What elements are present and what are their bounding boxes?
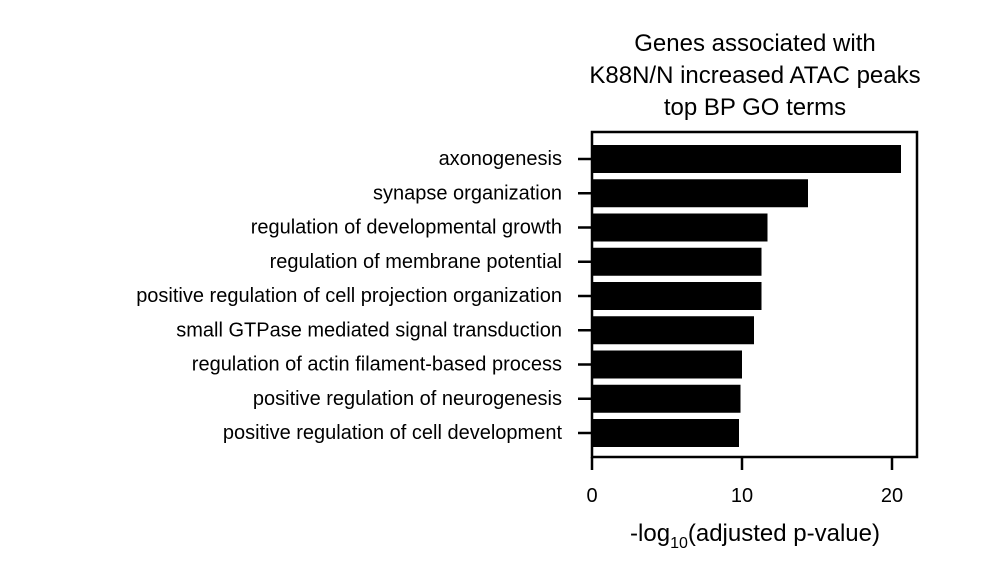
- category-label: positive regulation of neurogenesis: [253, 388, 562, 410]
- bars-group: [592, 145, 901, 447]
- bar: [592, 316, 754, 345]
- bar: [592, 213, 768, 242]
- category-label: positive regulation of cell development: [223, 422, 563, 444]
- category-label: small GTPase mediated signal transductio…: [176, 319, 562, 341]
- bar: [592, 247, 762, 276]
- y-ticks-group: [578, 157, 592, 435]
- x-axis-label: -log10(adjusted p-value): [630, 520, 880, 552]
- category-label: regulation of developmental growth: [251, 217, 562, 239]
- x-axis-label-subscript: 10: [670, 535, 688, 552]
- bar: [592, 350, 742, 379]
- bar: [592, 282, 762, 310]
- plot-frame: [590, 130, 919, 459]
- category-label: regulation of membrane potential: [270, 251, 562, 273]
- category-label: synapse organization: [373, 182, 562, 204]
- x-tick-label: 20: [881, 485, 903, 507]
- bar: [592, 179, 808, 208]
- bar: [592, 384, 741, 413]
- title-line-1: Genes associated with: [634, 30, 875, 57]
- title-line-2: K88N/N increased ATAC peaks: [589, 62, 920, 89]
- bar: [592, 145, 901, 173]
- x-tick-label: 10: [731, 485, 753, 507]
- x-tick-label: 0: [586, 485, 597, 507]
- category-label: positive regulation of cell projection o…: [136, 285, 562, 307]
- category-labels-group: axonogenesis synapse organization regulati…: [136, 148, 562, 444]
- chart-title: Genes associated with K88N/N increased A…: [589, 30, 920, 121]
- category-label: regulation of actin filament-based proce…: [192, 354, 562, 376]
- x-axis-label-suffix: (adjusted p-value): [688, 520, 880, 547]
- category-label: axonogenesis: [439, 148, 562, 170]
- title-line-3: top BP GO terms: [664, 94, 846, 121]
- x-ticks-group: 0 10 20: [586, 457, 903, 507]
- x-axis-label-prefix: -log: [630, 520, 670, 547]
- bar: [592, 419, 739, 447]
